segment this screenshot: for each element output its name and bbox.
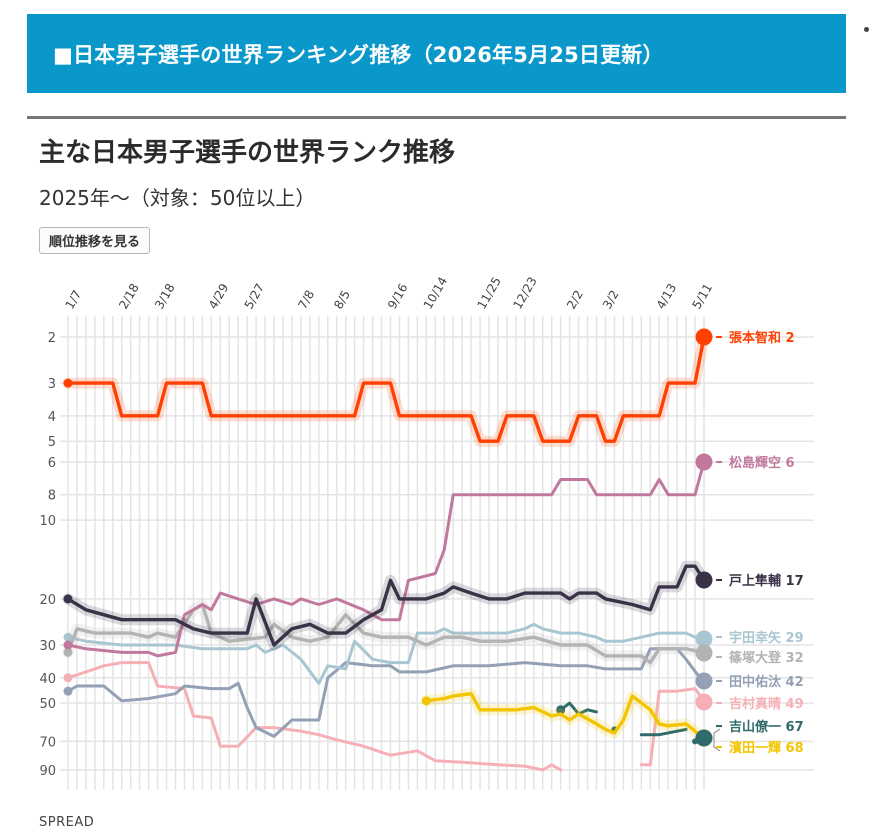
page-banner: ■日本男子選手の世界ランキング推移（2026年5月25日更新） bbox=[27, 14, 846, 93]
end-label-text: 吉村真晴 49 bbox=[729, 696, 804, 712]
series-宇田幸矢 bbox=[63, 622, 706, 685]
end-label-松島輝空: 松島輝空 6 bbox=[695, 453, 795, 471]
series-start-dot bbox=[63, 632, 73, 642]
source-credit: SPREAD bbox=[39, 815, 95, 830]
series-田中佑汰 bbox=[63, 647, 706, 738]
y-axis: 2 3 4 5 6 8 10 20 30 40 50 70 90 bbox=[39, 331, 56, 779]
series-line bbox=[66, 564, 706, 647]
label-bracket bbox=[713, 728, 721, 752]
series-松島輝空 bbox=[63, 460, 706, 658]
toggle-rank-view-button[interactable]: 順位推移を見る bbox=[39, 227, 151, 254]
y-tick-label: 3 bbox=[48, 377, 56, 392]
series-line bbox=[66, 622, 706, 685]
end-label-田中佑汰: 田中佑汰 42 bbox=[695, 672, 804, 690]
end-labels: 張本智和 2 松島輝空 6 戸上隼輔 17 宇田幸矢 29 篠塚大登 32 田中佑汰 42… bbox=[695, 328, 804, 756]
y-tick-label: 6 bbox=[48, 456, 56, 471]
y-tick-label: 4 bbox=[48, 410, 56, 425]
end-label-吉村真晴: 吉村真晴 49 bbox=[695, 693, 804, 712]
end-dot bbox=[695, 453, 713, 471]
chart-subtitle: 2025年〜（対象：50位以上） bbox=[39, 186, 316, 210]
x-tick-label: 5/27 bbox=[242, 281, 268, 311]
series-戸上隼輔 bbox=[62, 560, 710, 651]
y-tick-label: 5 bbox=[48, 435, 56, 450]
series-張本智和 bbox=[62, 331, 710, 447]
x-tick-label: 3/2 bbox=[600, 288, 622, 312]
series-line bbox=[66, 661, 563, 772]
x-tick-label: 11/25 bbox=[475, 275, 504, 312]
y-tick-label: 10 bbox=[39, 514, 56, 529]
x-axis: 1/7 2/18 3/18 4/29 5/27 7/8 8/5 9/16 10/14 11/25 1… bbox=[62, 275, 715, 312]
end-label-篠塚大登: 篠塚大登 32 bbox=[695, 644, 804, 666]
series-篠塚大登 bbox=[62, 599, 710, 669]
y-tick-label: 90 bbox=[39, 764, 56, 779]
end-dot bbox=[695, 644, 713, 662]
x-tick-label: 9/16 bbox=[385, 281, 411, 311]
series-start-dot bbox=[556, 705, 566, 715]
end-label-text: 宇田幸矢 29 bbox=[729, 630, 804, 646]
series-lines bbox=[62, 331, 710, 772]
y-tick-label: 70 bbox=[39, 735, 56, 750]
series-start-dot bbox=[63, 673, 73, 683]
end-label-text: 戸上隼輔 17 bbox=[729, 573, 804, 589]
end-dot bbox=[695, 729, 713, 747]
series-start-dot bbox=[421, 696, 431, 706]
y-tick-label: 2 bbox=[48, 331, 56, 346]
end-label-濱田一輝: 濱田一輝 68 bbox=[716, 740, 804, 756]
end-dot bbox=[695, 571, 713, 589]
x-tick-label: 3/18 bbox=[152, 281, 178, 311]
end-label-text: 吉山僚一 67 bbox=[729, 719, 804, 735]
series-line bbox=[424, 692, 706, 740]
series-濱田一輝 bbox=[420, 688, 710, 744]
y-tick-label: 8 bbox=[48, 489, 56, 504]
side-bullet-icon bbox=[864, 27, 869, 32]
series-line bbox=[66, 602, 706, 665]
end-label-吉山僚一: 吉山僚一 67 bbox=[695, 719, 804, 747]
x-tick-label: 12/23 bbox=[510, 275, 539, 312]
series-line bbox=[66, 460, 706, 658]
series-start-dot bbox=[63, 594, 73, 604]
series-start-dot bbox=[63, 640, 73, 650]
series-吉村真晴 bbox=[63, 661, 706, 772]
series-line bbox=[639, 727, 688, 737]
x-tick-label: 1/7 bbox=[62, 288, 84, 312]
series-line bbox=[66, 335, 706, 443]
x-tick-label: 4/13 bbox=[654, 281, 680, 311]
series-line bbox=[639, 687, 706, 767]
y-tick-label: 50 bbox=[39, 697, 56, 712]
end-label-宇田幸矢: 宇田幸矢 29 bbox=[695, 630, 804, 648]
end-label-text: 松島輝空 6 bbox=[729, 455, 795, 471]
series-start-dot bbox=[63, 378, 73, 388]
x-tick-label: 2/18 bbox=[116, 281, 142, 311]
y-tick-label: 30 bbox=[39, 639, 56, 654]
series-start-dot bbox=[63, 647, 73, 657]
y-tick-label: 40 bbox=[39, 672, 56, 687]
chart-title: 主な日本男子選手の世界ランク推移 bbox=[39, 138, 456, 168]
x-tick-label: 10/14 bbox=[421, 275, 450, 312]
end-label-戸上隼輔: 戸上隼輔 17 bbox=[695, 571, 804, 589]
end-label-text: 篠塚大登 32 bbox=[729, 650, 804, 666]
banner-title: ■日本男子選手の世界ランキング推移（2026年5月25日更新） bbox=[53, 43, 664, 67]
end-dot bbox=[695, 672, 713, 690]
end-dot bbox=[695, 693, 713, 711]
end-label-text: 田中佑汰 42 bbox=[729, 674, 804, 690]
series-start-dot bbox=[63, 686, 73, 696]
section-divider bbox=[27, 116, 846, 119]
x-tick-label: 5/11 bbox=[690, 281, 716, 311]
end-label-張本智和: 張本智和 2 bbox=[695, 328, 795, 346]
x-tick-label: 7/8 bbox=[295, 288, 317, 312]
end-dot bbox=[695, 630, 713, 648]
x-tick-label: 2/2 bbox=[564, 288, 586, 312]
x-tick-label: 4/29 bbox=[206, 281, 232, 311]
end-dot bbox=[695, 328, 713, 346]
end-label-text: 濱田一輝 68 bbox=[729, 740, 804, 756]
series-line bbox=[66, 647, 706, 738]
end-label-text: 張本智和 2 bbox=[729, 330, 795, 346]
x-tick-label: 8/5 bbox=[331, 288, 353, 312]
y-tick-label: 20 bbox=[39, 593, 56, 608]
